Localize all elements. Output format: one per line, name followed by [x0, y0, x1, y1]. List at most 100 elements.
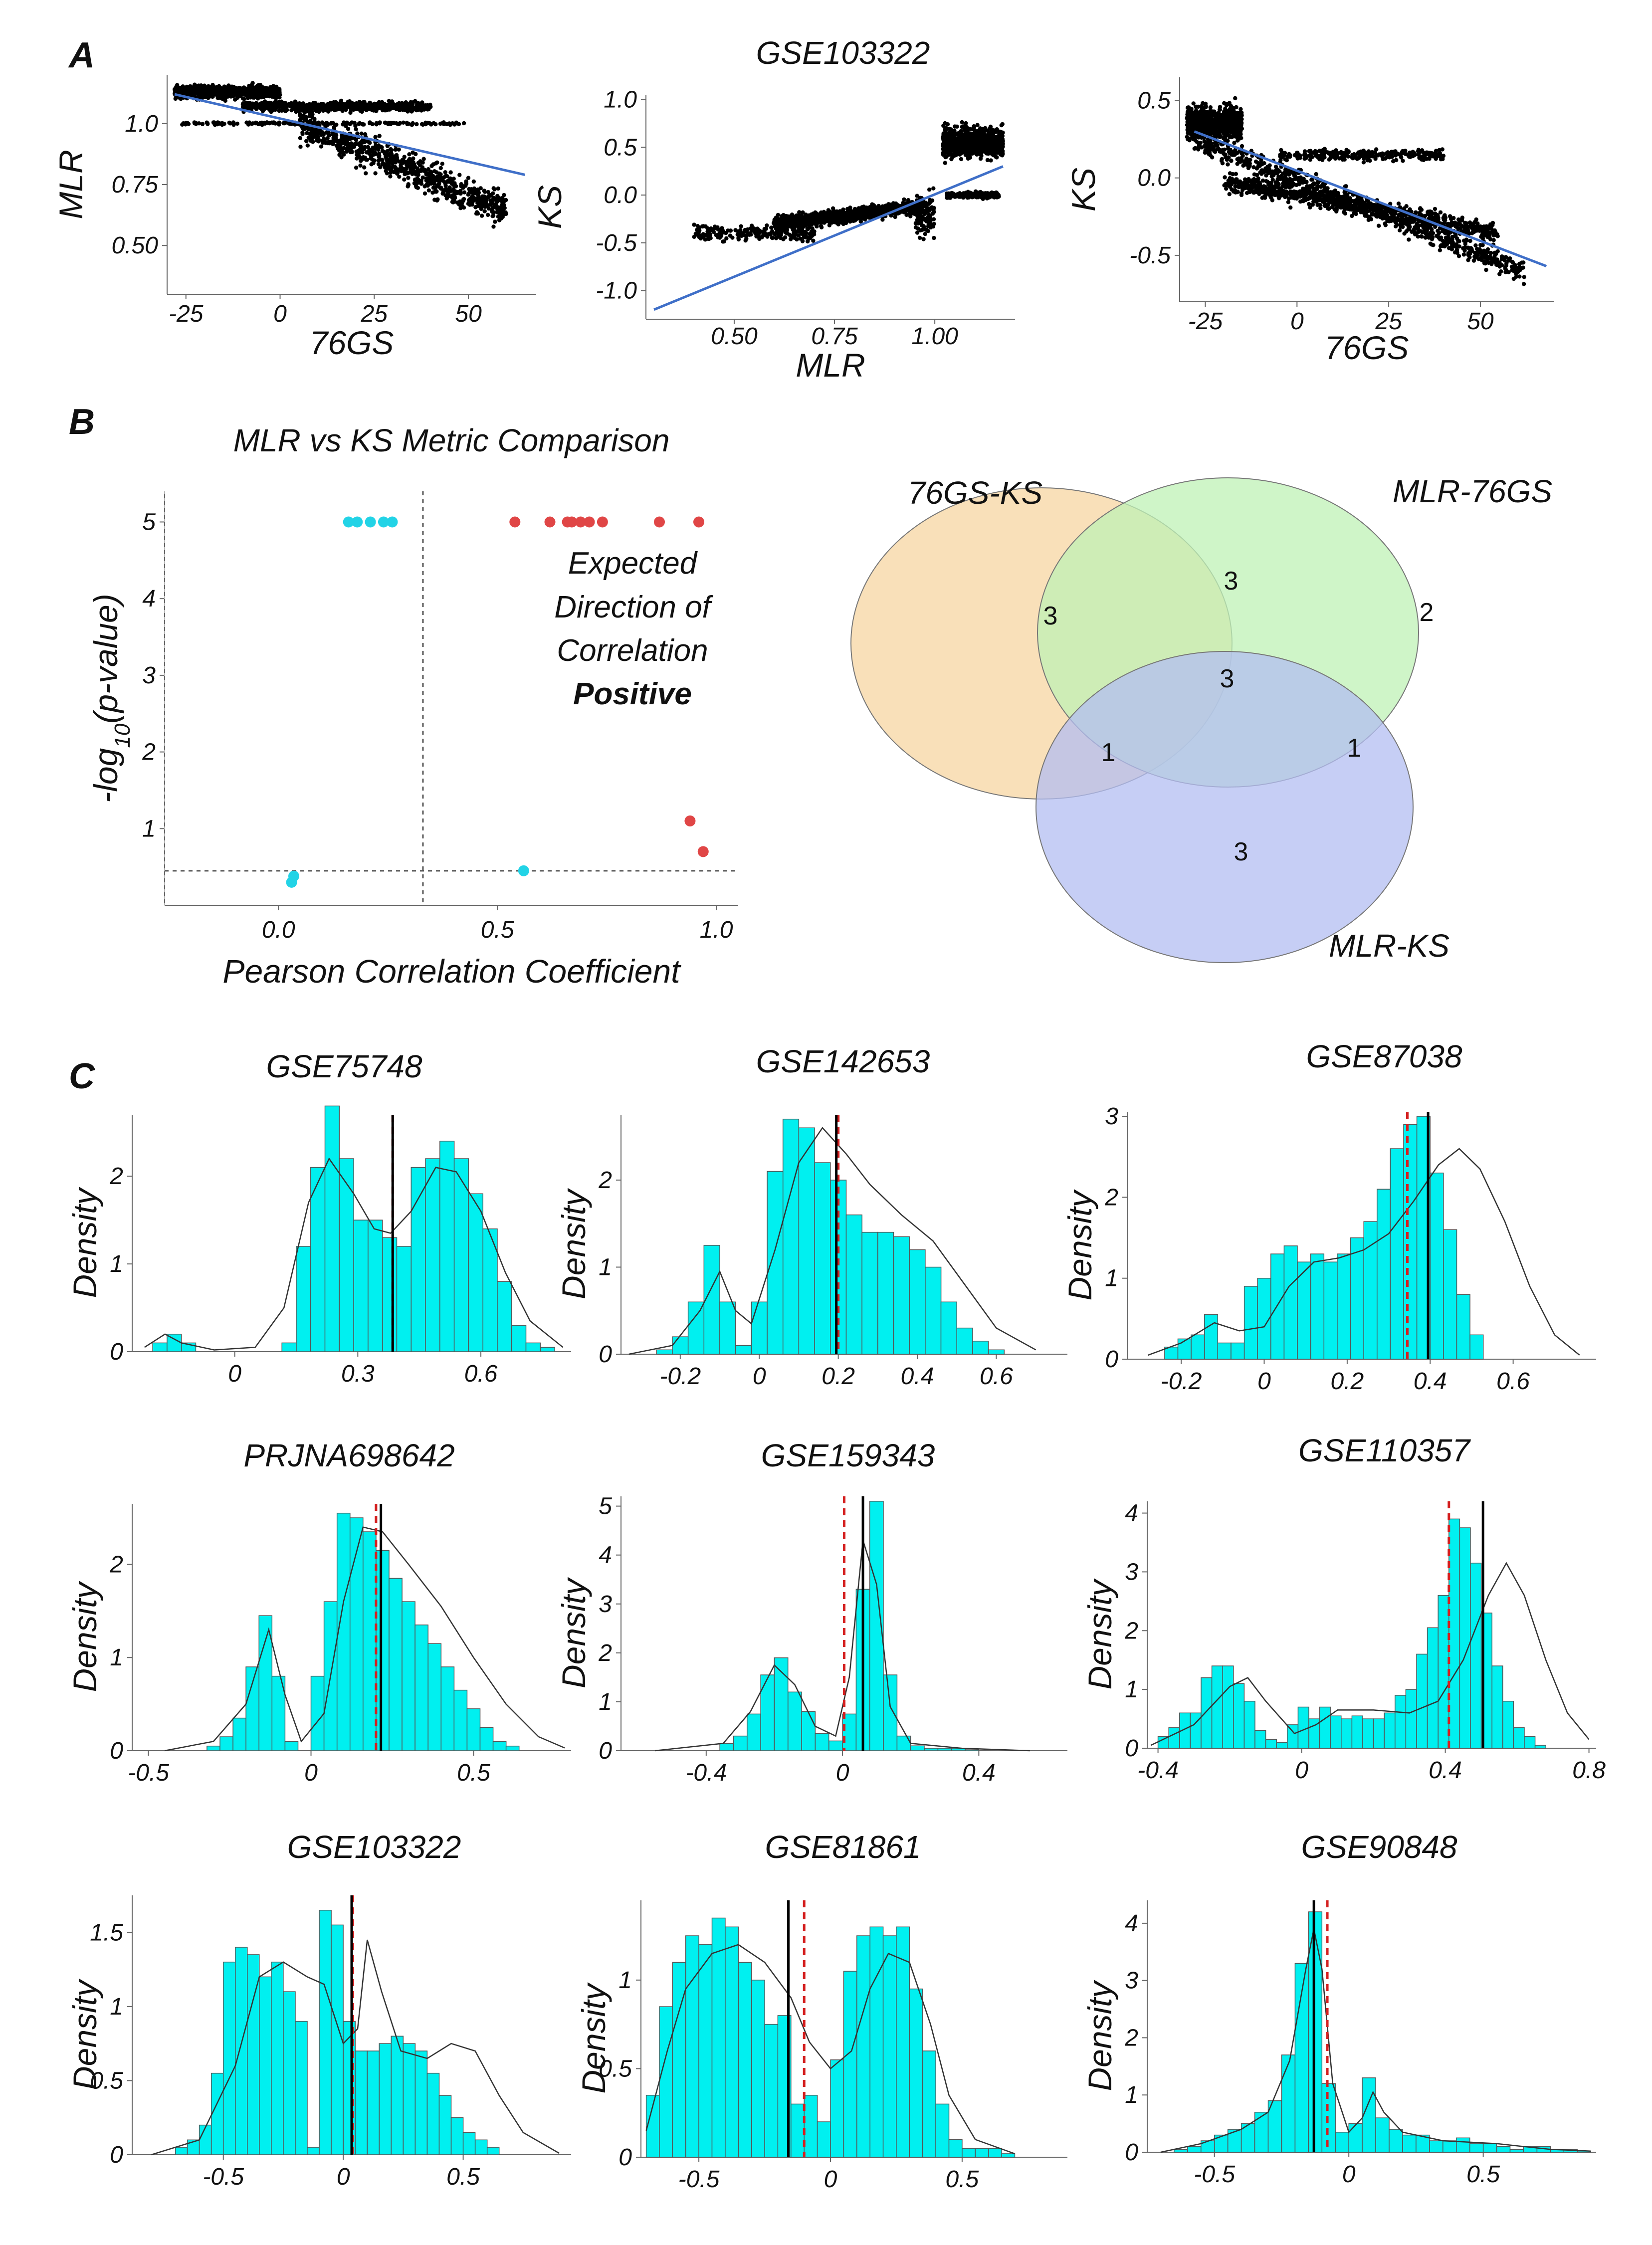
data-point [273, 121, 277, 126]
data-point [411, 150, 415, 155]
y-axis-label: MLR [52, 150, 89, 219]
data-point [312, 104, 316, 109]
panel-label-a: A [68, 35, 95, 75]
data-point [363, 132, 368, 137]
data-point [368, 120, 372, 125]
data-point [490, 209, 495, 214]
data-point [365, 158, 370, 162]
data-point [902, 197, 906, 202]
data-point [452, 194, 457, 199]
data-point [377, 134, 382, 138]
data-point [819, 225, 824, 229]
data-point [406, 164, 411, 168]
data-point [370, 104, 375, 109]
data-point [414, 122, 419, 127]
data-point [422, 169, 426, 173]
data-point [197, 93, 202, 97]
data-point [395, 121, 400, 126]
data-point [474, 191, 479, 196]
data-point [413, 180, 418, 185]
data-point [432, 182, 436, 186]
data-point [943, 121, 947, 126]
data-point [320, 120, 325, 125]
data-point [932, 235, 936, 240]
data-point [392, 165, 396, 169]
y-tick-label: 0.0 [604, 182, 637, 208]
data-point [181, 84, 185, 89]
y-tick-label: 0.5 [604, 134, 637, 161]
data-point [249, 86, 254, 90]
data-point [944, 127, 949, 132]
data-point [494, 196, 499, 201]
data-point [442, 175, 446, 180]
data-point [272, 102, 277, 106]
data-point [383, 165, 388, 170]
data-point [202, 92, 206, 97]
x-axis-label: 76GS [310, 324, 394, 361]
data-point [324, 130, 329, 135]
data-point [300, 101, 305, 106]
data-point [383, 120, 388, 125]
data-point [274, 96, 278, 100]
data-point [447, 185, 452, 190]
data-point [284, 103, 288, 108]
data-point [482, 189, 486, 193]
data-point [339, 98, 344, 103]
data-point [264, 120, 269, 125]
data-point [393, 147, 398, 152]
data-point [194, 122, 199, 126]
data-point [692, 222, 696, 227]
data-point [413, 165, 417, 170]
data-point [257, 89, 262, 93]
data-point [467, 197, 472, 202]
data-point [433, 122, 438, 127]
data-point [292, 102, 296, 106]
data-point [252, 95, 256, 100]
data-point [493, 219, 497, 224]
data-point [339, 151, 343, 155]
data-point [300, 130, 305, 135]
data-point [405, 103, 410, 107]
data-point [371, 158, 375, 162]
data-point [256, 95, 260, 100]
data-point [722, 239, 726, 244]
data-point [348, 122, 352, 127]
data-point [240, 96, 245, 101]
data-point [438, 187, 443, 191]
data-point [424, 177, 428, 181]
data-point [432, 169, 437, 174]
data-point [431, 162, 435, 167]
data-point [356, 153, 361, 158]
data-point [386, 161, 390, 165]
data-point [462, 190, 467, 195]
data-point [443, 188, 448, 193]
data-point [308, 138, 313, 143]
data-point [479, 206, 483, 211]
data-point [500, 203, 504, 207]
data-point [486, 212, 490, 217]
data-point [339, 155, 344, 160]
data-point [361, 139, 365, 144]
data-point [943, 161, 947, 165]
data-point [378, 120, 382, 125]
data-point [407, 152, 412, 157]
data-point [743, 238, 748, 243]
data-point [369, 162, 374, 167]
data-point [398, 108, 402, 112]
data-point [932, 209, 936, 214]
data-point [399, 163, 403, 168]
data-point [416, 173, 420, 177]
data-point [499, 210, 504, 214]
data-point [443, 182, 448, 186]
data-point [438, 166, 443, 171]
data-point [711, 227, 715, 232]
data-point [795, 237, 799, 242]
data-point [480, 202, 485, 206]
data-point [243, 93, 248, 97]
data-point [298, 145, 303, 149]
data-point [408, 170, 413, 174]
data-point [989, 158, 993, 163]
y-tick-label: 1.0 [125, 111, 158, 137]
data-point [927, 216, 931, 221]
data-point [314, 129, 318, 134]
